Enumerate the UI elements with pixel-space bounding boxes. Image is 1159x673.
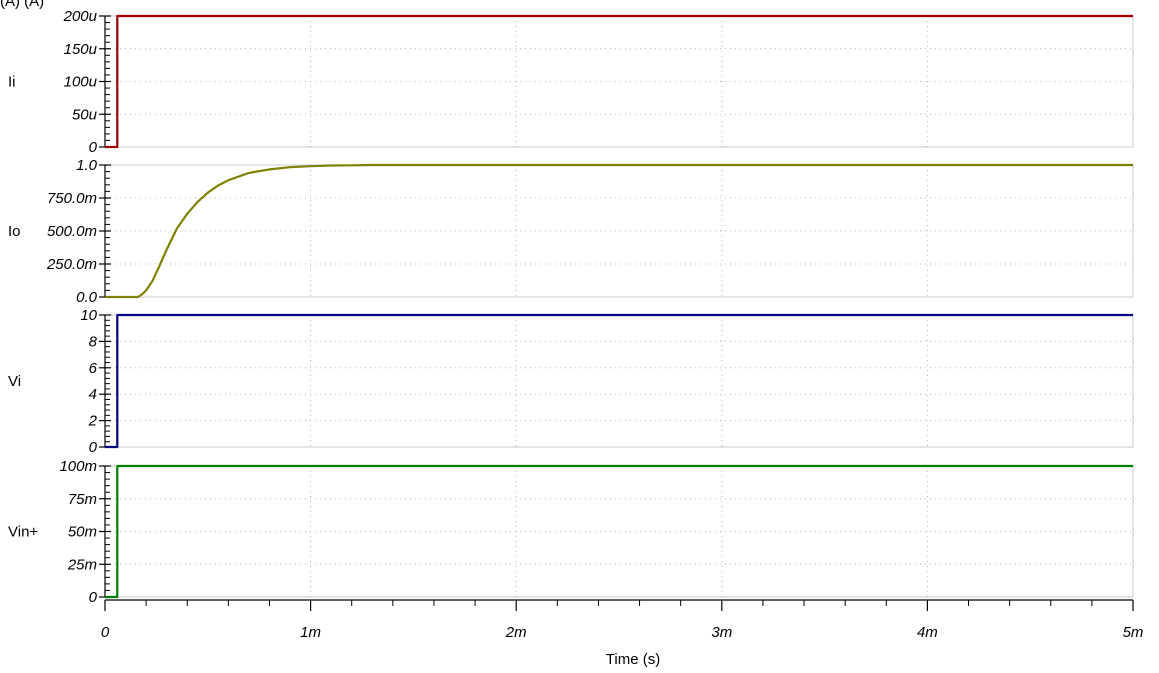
x-axis-title: Time (s) [606, 651, 660, 668]
panel-vin-: 0 25m 50m 75m 100m Vin+ [8, 458, 1134, 606]
y-tick-label: 200u [63, 8, 98, 25]
chart-panels: 0 50u 100u 150u 200u Ii 0.0 250.0m 500.0m 750.0m 1… [8, 8, 1134, 606]
y-tick-label: 100u [64, 74, 98, 91]
y-tick-label: 6 [89, 360, 98, 377]
y-axis-title: Io [8, 223, 21, 240]
series-line-io [105, 163, 1133, 299]
series-line-vi [105, 313, 1133, 449]
y-tick-label: 10 [80, 307, 97, 324]
y-tick-label: 1.0 [76, 157, 98, 174]
x-axis: 0 1m 2m 3m 4m 5m [101, 599, 1144, 641]
corner-partial-text: (A) (A) [0, 0, 44, 10]
y-tick-label: 4 [89, 386, 97, 403]
y-tick-label: 8 [89, 333, 98, 350]
x-tick-label: 2m [505, 624, 527, 641]
y-tick-label: 25m [67, 556, 97, 573]
series-line-ii [105, 14, 1133, 149]
y-tick-label: 150u [64, 41, 98, 58]
y-axis-title: Vin+ [8, 524, 38, 541]
x-tick-label: 1m [300, 624, 321, 641]
x-tick-label: 3m [711, 624, 732, 641]
panel-frame [104, 465, 1134, 598]
y-tick-label: 50m [68, 524, 97, 541]
y-tick-label: 0 [89, 589, 98, 606]
panel-frame [104, 164, 1134, 298]
y-axis-title: Vi [8, 373, 21, 390]
series-line-vin- [105, 464, 1133, 599]
y-tick-label: 250.0m [46, 256, 97, 273]
y-tick-label: 500.0m [47, 223, 97, 240]
y-tick-label: 0 [89, 439, 98, 456]
panel-frame [104, 314, 1134, 448]
panel-io: 0.0 250.0m 500.0m 750.0m 1.0 Io [8, 157, 1134, 306]
y-tick-label: 100m [59, 458, 97, 475]
y-tick-label: 0.0 [76, 289, 98, 306]
y-tick-label: 75m [68, 491, 97, 508]
panel-vi: 0 2 4 6 8 10 Vi [8, 307, 1134, 456]
x-tick-label: 5m [1123, 624, 1144, 641]
panel-frame [104, 15, 1134, 148]
y-tick-label: 0 [89, 139, 98, 156]
x-tick-label: 4m [917, 624, 938, 641]
y-tick-label: 50u [72, 106, 98, 123]
y-axis-title: Ii [8, 74, 16, 91]
panel-ii: 0 50u 100u 150u 200u Ii [8, 8, 1134, 156]
y-tick-label: 750.0m [47, 190, 97, 207]
y-tick-label: 2 [88, 413, 98, 430]
x-tick-label: 0 [101, 624, 110, 641]
